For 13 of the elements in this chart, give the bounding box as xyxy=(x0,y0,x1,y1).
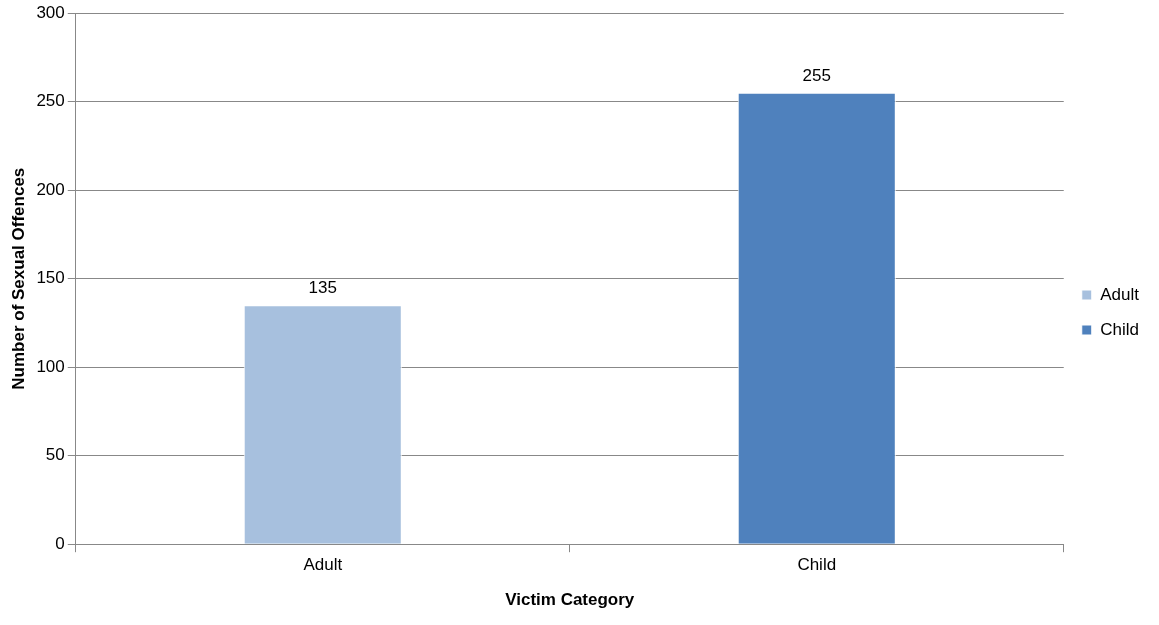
legend-label: Adult xyxy=(1100,284,1140,304)
y-tick-label: 250 xyxy=(36,91,65,111)
x-axis-title: Victim Category xyxy=(505,590,635,610)
data-label: 255 xyxy=(802,66,831,86)
data-label: 135 xyxy=(308,278,337,298)
y-tick-label: 300 xyxy=(36,2,65,22)
legend-label: Child xyxy=(1100,319,1139,339)
y-tick-label: 100 xyxy=(36,356,65,376)
y-tick-label: 0 xyxy=(55,533,65,553)
y-tick-label: 150 xyxy=(36,268,65,288)
y-axis-title: Number of Sexual Offences xyxy=(8,167,28,390)
y-tick-label: 50 xyxy=(45,445,65,465)
y-tick-label: 200 xyxy=(36,179,65,199)
